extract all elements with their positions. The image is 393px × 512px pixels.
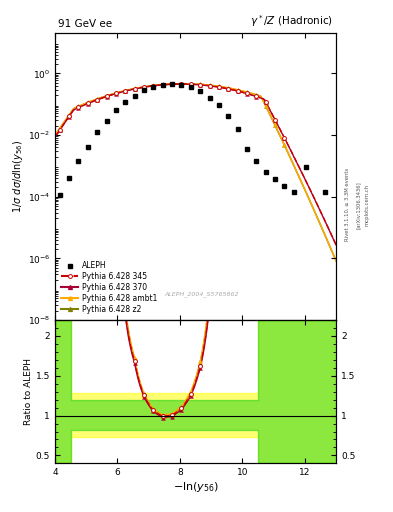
ALEPH <box>304 164 309 170</box>
ALEPH <box>160 81 165 88</box>
ALEPH <box>123 99 128 105</box>
ALEPH <box>189 84 193 90</box>
Y-axis label: $1/\sigma\ d\sigma/d\ln(y_{56})$: $1/\sigma\ d\sigma/d\ln(y_{56})$ <box>11 140 25 213</box>
Text: ALEPH_2004_S5765862: ALEPH_2004_S5765862 <box>164 291 239 297</box>
ALEPH <box>198 88 202 94</box>
Legend: ALEPH, Pythia 6.428 345, Pythia 6.428 370, Pythia 6.428 ambt1, Pythia 6.428 z2: ALEPH, Pythia 6.428 345, Pythia 6.428 37… <box>59 259 160 316</box>
ALEPH <box>263 168 268 175</box>
ALEPH <box>85 143 90 150</box>
ALEPH <box>114 108 118 114</box>
ALEPH <box>245 145 250 152</box>
ALEPH <box>217 102 221 109</box>
Text: $\gamma^*/Z$ (Hadronic): $\gamma^*/Z$ (Hadronic) <box>250 13 333 29</box>
ALEPH <box>254 158 259 164</box>
ALEPH <box>132 93 137 99</box>
Text: [arXiv:1306.3436]: [arXiv:1306.3436] <box>356 181 361 229</box>
Y-axis label: Ratio to ALEPH: Ratio to ALEPH <box>24 358 33 425</box>
ALEPH <box>323 189 327 195</box>
ALEPH <box>141 87 146 93</box>
ALEPH <box>235 126 240 132</box>
ALEPH <box>282 182 287 188</box>
ALEPH <box>76 158 81 164</box>
Text: mcplots.cern.ch: mcplots.cern.ch <box>365 184 370 226</box>
ALEPH <box>95 129 99 135</box>
X-axis label: $-\ln(y_{56})$: $-\ln(y_{56})$ <box>173 480 219 494</box>
ALEPH <box>151 83 156 90</box>
ALEPH <box>179 82 184 88</box>
ALEPH <box>292 189 296 195</box>
ALEPH <box>226 113 231 119</box>
Text: 91 GeV ee: 91 GeV ee <box>58 19 112 29</box>
ALEPH <box>273 176 277 182</box>
ALEPH <box>170 81 174 87</box>
ALEPH <box>207 94 212 100</box>
Line: ALEPH: ALEPH <box>57 82 327 198</box>
ALEPH <box>104 118 109 124</box>
Text: Rivet 3.1.10, ≥ 3.3M events: Rivet 3.1.10, ≥ 3.3M events <box>345 168 350 242</box>
ALEPH <box>67 175 72 181</box>
ALEPH <box>57 193 62 199</box>
